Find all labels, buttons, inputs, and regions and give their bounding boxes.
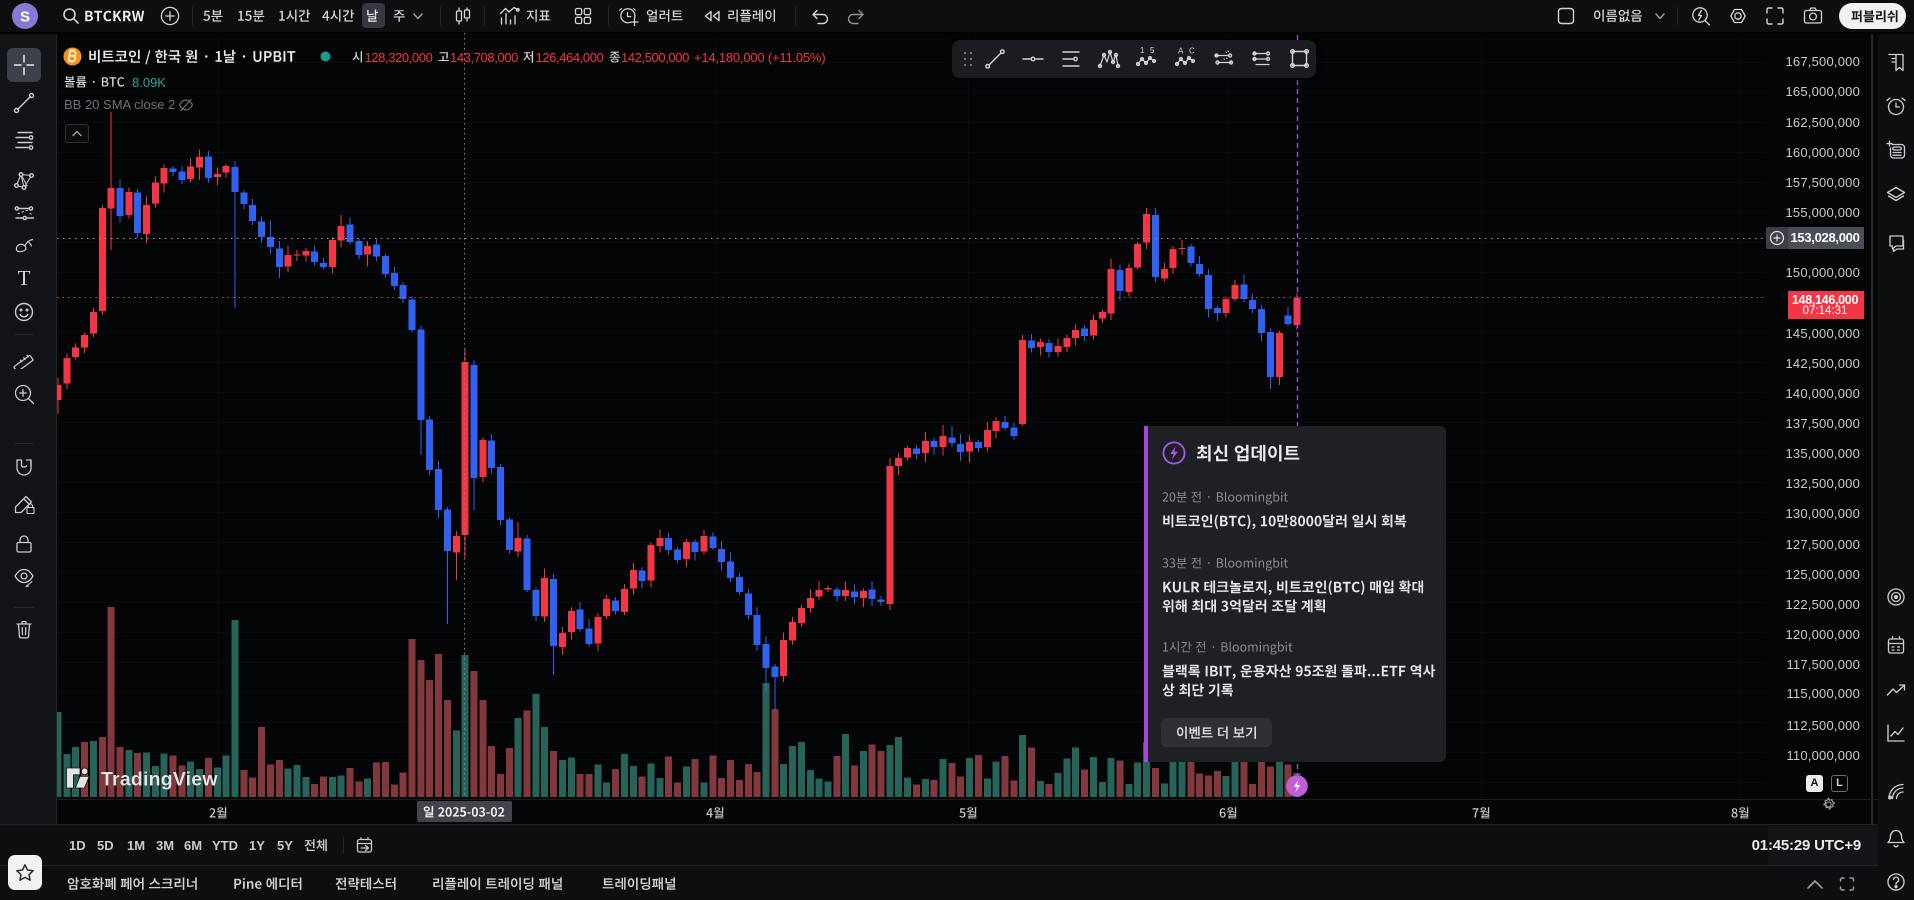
svg-text:C: C bbox=[1189, 47, 1195, 56]
svg-text:5: 5 bbox=[1150, 47, 1155, 55]
svg-text:S: S bbox=[20, 9, 30, 26]
svg-text:TradingView: TradingView bbox=[101, 769, 218, 791]
svg-text:T: T bbox=[18, 268, 31, 288]
svg-text:1: 1 bbox=[1140, 47, 1145, 55]
svg-text:A: A bbox=[1178, 47, 1184, 56]
